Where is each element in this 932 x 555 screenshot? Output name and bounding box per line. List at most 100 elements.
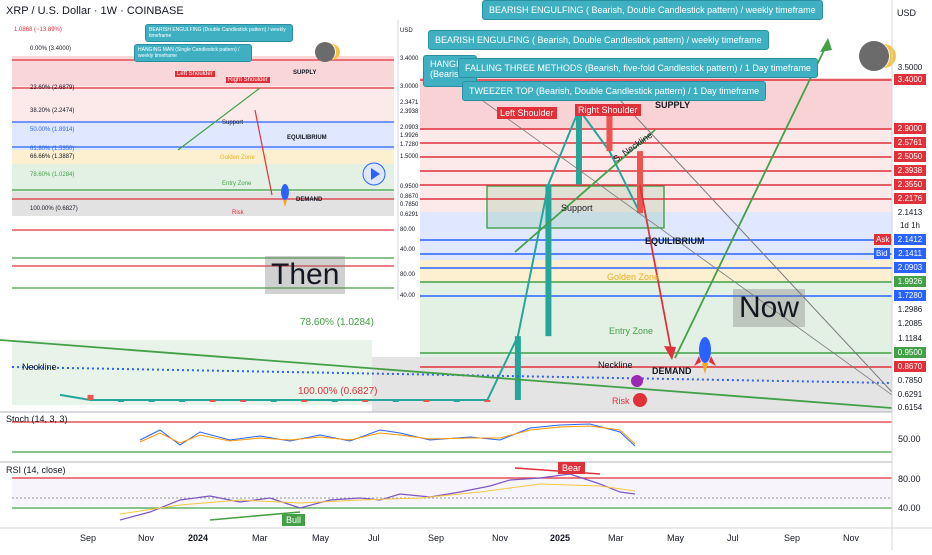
mini-y-label: 2.0903 bbox=[400, 125, 419, 131]
mini-demand: DEMAND bbox=[296, 197, 323, 203]
projection-down-arrow bbox=[639, 184, 673, 356]
price-tag: 2.3938 bbox=[894, 165, 926, 176]
mini-up-diagonal bbox=[177, 87, 261, 151]
equilibrium-label: EQUILIBRIUM bbox=[645, 236, 705, 246]
mini-fib-label: 61.80% (1.5350) bbox=[30, 146, 75, 152]
mini-fib-label: 23.60% (2.6879) bbox=[30, 85, 75, 91]
golden-zone-label: Golden Zone bbox=[607, 272, 660, 282]
price-tag: 0.6291 bbox=[897, 390, 923, 399]
mini-y-label: 0.7850 bbox=[400, 202, 419, 208]
zone-entry bbox=[420, 282, 892, 357]
price-tag: 2.5050 bbox=[894, 151, 926, 162]
mini-rocket-icon bbox=[281, 184, 289, 207]
mini-supply: SUPPLY bbox=[293, 70, 317, 76]
play-icon bbox=[371, 168, 380, 180]
candle bbox=[270, 400, 277, 402]
x-tick: May bbox=[667, 533, 685, 543]
mini-y-label: 0.9500 bbox=[400, 184, 419, 190]
descending-trendline bbox=[0, 339, 893, 409]
mini-y-label: 0.8670 bbox=[400, 194, 419, 200]
mini-y-label: 2.3938 bbox=[400, 109, 419, 115]
callout-tweezer-top: TWEEZER TOP (Bearish, Double Candlestick… bbox=[462, 81, 767, 101]
zone-equilibrium bbox=[420, 212, 892, 260]
price-tag: 2.3550 bbox=[894, 179, 926, 190]
mini-moon-crescent-icon bbox=[332, 44, 340, 60]
price-tag: 0.8670 bbox=[894, 361, 926, 372]
price-tag: 2.1413 bbox=[897, 208, 923, 217]
mini-zone-eq bbox=[12, 122, 394, 150]
us-flag-icon bbox=[633, 393, 647, 407]
mini-callout-hanging: HANGING MAN (Single Candlestick pattern)… bbox=[134, 44, 252, 62]
mini-y-label: 40.00 bbox=[400, 293, 416, 299]
rsi-title: RSI (14, close) bbox=[6, 465, 66, 475]
x-tick: Mar bbox=[608, 533, 624, 543]
mini-risk: Risk bbox=[232, 210, 244, 216]
x-tick: Mar bbox=[252, 533, 268, 543]
mini-fib-label: 66.66% (1.3887) bbox=[30, 154, 75, 160]
level-lines bbox=[420, 79, 892, 368]
mini-entry: Entry Zone bbox=[222, 181, 252, 187]
mini-y-label: 80.00 bbox=[400, 227, 416, 233]
mini-y-label: 1.5000 bbox=[400, 154, 419, 160]
price-tag: 2.1412 bbox=[894, 234, 926, 245]
rsi-lo: 40.00 bbox=[898, 503, 921, 513]
price-series-line bbox=[59, 107, 641, 401]
risk-label: Risk bbox=[612, 396, 630, 406]
callout-bearish-engulfing-2: BEARISH ENGULFING ( Bearish, Double Cand… bbox=[428, 30, 769, 50]
x-tick: Jul bbox=[727, 533, 739, 543]
rsi-bear-badge: Bear bbox=[558, 462, 586, 474]
candle bbox=[545, 184, 552, 337]
x-tick: Nov bbox=[138, 533, 155, 543]
mini-fib-label: 100.00% (0.6827) bbox=[30, 206, 78, 212]
now-label: Now bbox=[733, 289, 806, 327]
price-tag: 3.5000 bbox=[897, 63, 923, 72]
right-shoulder-label: Right Shoulder bbox=[575, 104, 641, 116]
mini-fib-top: 1.0868 (−13.89%) bbox=[14, 27, 62, 33]
price-tag: 1d 1h bbox=[899, 221, 921, 230]
ask-label: Ask bbox=[874, 234, 892, 245]
arrow-up-head bbox=[820, 38, 832, 52]
support-label: Support bbox=[561, 203, 593, 213]
candle bbox=[484, 400, 491, 402]
lightning-icon bbox=[631, 375, 643, 387]
mini-fib-label: 78.60% (1.0284) bbox=[30, 172, 75, 178]
candle bbox=[148, 400, 155, 402]
bid-label: Bid bbox=[874, 248, 890, 259]
candle bbox=[453, 400, 460, 402]
callout-bearish-engulfing-1: BEARISH ENGULFING ( Bearish, Double Cand… bbox=[482, 0, 823, 20]
mini-y-label: 80.00 bbox=[400, 272, 416, 278]
gray-fan-1 bbox=[619, 99, 893, 393]
rocket-icon bbox=[694, 337, 716, 374]
moon-icon bbox=[859, 41, 889, 71]
fib-100-label: 100.00% (0.6827) bbox=[298, 386, 378, 397]
price-tag: 1.2085 bbox=[897, 319, 923, 328]
candle bbox=[392, 400, 399, 402]
candle bbox=[423, 400, 430, 402]
stoch-d-line bbox=[139, 425, 636, 445]
mini-equilibrium: EQUILIBRIUM bbox=[287, 135, 327, 141]
moon-crescent-icon bbox=[884, 44, 896, 68]
mini-fib-label: 38.20% (2.2474) bbox=[30, 108, 75, 114]
mini-y-label: 2.3471 bbox=[400, 100, 419, 106]
rsi-hi: 80.00 bbox=[898, 474, 921, 484]
candle bbox=[331, 400, 338, 402]
price-tag: 1.7280 bbox=[894, 290, 926, 301]
price-tag: 1.2986 bbox=[897, 305, 923, 314]
price-tag: 2.0903 bbox=[894, 262, 926, 273]
x-tick: Jul bbox=[368, 533, 380, 543]
candle bbox=[209, 400, 216, 402]
x-tick: Sep bbox=[428, 533, 445, 543]
mini-zone-gold bbox=[12, 150, 394, 164]
mini-golden: Golden Zone bbox=[220, 155, 255, 161]
mini-fib-label: 50.00% (1.8914) bbox=[30, 127, 75, 133]
candle bbox=[240, 400, 247, 402]
mini-moon-icon bbox=[315, 42, 335, 62]
mini-y-label: 1.9926 bbox=[400, 133, 419, 139]
fib-786-label: 78.60% (1.0284) bbox=[300, 317, 374, 328]
stoch-level: 50.00 bbox=[898, 434, 921, 444]
x-tick: May bbox=[312, 533, 330, 543]
x-tick: Sep bbox=[784, 533, 801, 543]
rsi-bull-badge: Bull bbox=[282, 514, 306, 526]
mini-fib-label: 0.00% (3.4000) bbox=[30, 46, 72, 52]
candles bbox=[87, 109, 643, 402]
